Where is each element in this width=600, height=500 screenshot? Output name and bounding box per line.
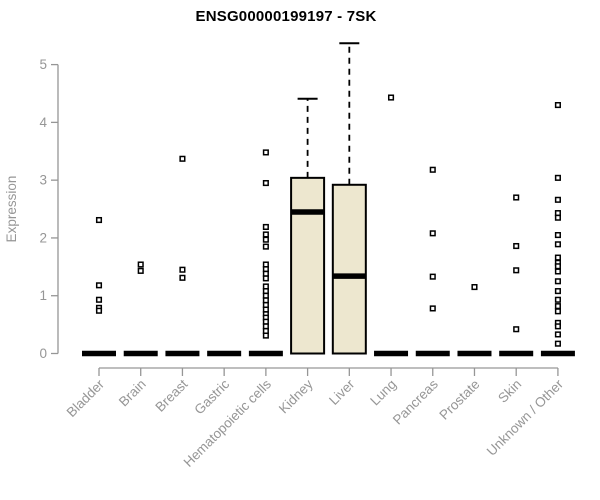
box-liver — [331, 183, 367, 355]
outlier-point — [95, 296, 103, 303]
outlier-point — [554, 232, 561, 239]
x-tick-label: Brain — [116, 377, 149, 410]
outlier-point — [137, 267, 144, 274]
outlier-point — [554, 278, 561, 285]
outlier-point — [471, 284, 478, 291]
outlier-point — [554, 241, 561, 248]
x-tick-label: Bladder — [64, 376, 108, 420]
outlier-point — [137, 261, 144, 268]
outlier-point — [262, 231, 269, 238]
outlier-point — [95, 282, 103, 289]
outlier-point — [554, 288, 561, 295]
y-axis-title: Expression — [4, 176, 19, 243]
x-tick-label: Breast — [152, 376, 190, 414]
x-tick-label: Kidney — [276, 376, 316, 416]
outlier-point — [554, 331, 561, 338]
outlier-point — [554, 254, 561, 261]
y-tick-label: 0 — [39, 346, 47, 361]
outlier-point — [95, 307, 103, 314]
x-tick-label: Gastric — [191, 376, 232, 417]
x-tick-label: Skin — [495, 377, 524, 406]
outlier-point — [554, 214, 561, 221]
outlier-point — [513, 267, 520, 274]
outlier-point — [513, 194, 520, 201]
outlier-point — [554, 323, 561, 330]
outlier-point — [179, 266, 186, 273]
y-tick-label: 5 — [39, 57, 47, 72]
outlier-point — [262, 179, 269, 187]
x-tick-label: Pancreas — [390, 376, 441, 427]
x-tick-label: Unknown / Other — [484, 376, 567, 459]
outlier-point — [429, 230, 436, 237]
outlier-point — [513, 326, 520, 333]
box-kidney — [290, 176, 326, 355]
outlier-point — [554, 340, 561, 347]
outlier-point — [262, 149, 269, 156]
outlier-point — [262, 223, 269, 231]
outlier-point — [554, 308, 561, 315]
outlier-point — [262, 332, 269, 339]
outlier-point — [95, 216, 103, 224]
x-tick-label: Prostate — [436, 377, 482, 423]
y-tick-label: 1 — [39, 288, 47, 303]
chart-title: ENSG00000199197 - 7SK — [195, 8, 377, 25]
x-tick-label: Liver — [326, 376, 358, 408]
outlier-point — [429, 166, 436, 173]
outlier-point — [554, 101, 561, 109]
outlier-point — [179, 274, 186, 281]
outlier-point — [554, 268, 561, 275]
outlier-point — [554, 174, 561, 181]
outlier-point — [554, 196, 561, 203]
outlier-point — [262, 275, 269, 282]
outlier-point — [513, 242, 520, 250]
x-tick-label: Lung — [367, 377, 399, 409]
outlier-point — [554, 303, 561, 310]
outlier-point — [554, 296, 561, 303]
outlier-point — [262, 243, 269, 250]
outlier-point — [262, 236, 269, 243]
outlier-point — [179, 155, 186, 162]
y-tick-label: 2 — [39, 230, 47, 245]
y-tick-label: 4 — [39, 115, 47, 130]
outlier-point — [387, 94, 395, 101]
outlier-point — [429, 305, 436, 312]
outlier-point — [554, 263, 561, 270]
outlier-point — [429, 273, 436, 280]
y-tick-label: 3 — [39, 173, 47, 188]
